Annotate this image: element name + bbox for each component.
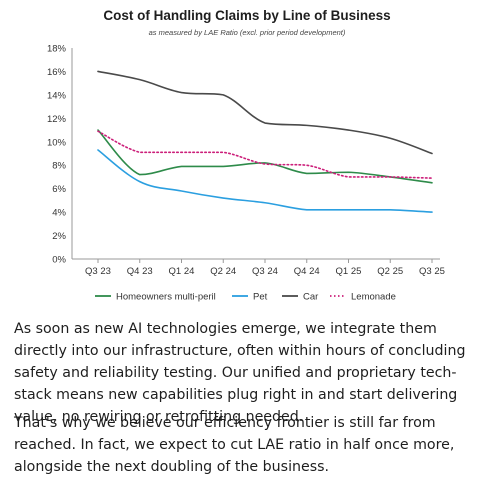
legend: Homeowners multi-peril Pet Car Lemonade	[95, 292, 396, 303]
x-tick-label: Q1 24	[169, 266, 195, 277]
x-tick-label: Q2 24	[210, 266, 236, 277]
y-axis: 0% 2% 4% 6% 8% 10% 12% 14% 16% 18%	[47, 44, 73, 266]
y-tick-label: 6%	[52, 184, 66, 195]
x-tick-label: Q3 23	[85, 266, 111, 277]
y-tick-label: 18%	[47, 44, 67, 55]
x-tick-label: Q4 23	[127, 266, 153, 277]
y-tick-label: 8%	[52, 161, 66, 172]
x-tick-label: Q4 24	[294, 266, 320, 277]
x-tick-label: Q2 25	[377, 266, 403, 277]
x-tick-label: Q1 25	[336, 266, 362, 277]
lae-ratio-chart: Cost of Handling Claims by Line of Busin…	[47, 8, 445, 303]
series-line-lemonade	[97, 130, 433, 179]
y-tick-label: 12%	[47, 114, 67, 125]
series-line-homeowners-multi-peril	[97, 129, 433, 184]
y-tick-label: 4%	[52, 208, 66, 219]
x-tick-label: Q3 24	[252, 266, 278, 277]
x-axis: Q3 23 Q4 23 Q1 24 Q2 24 Q3 24 Q4 24 Q1 25 Q2 25…	[72, 258, 445, 277]
body-paragraph-2: That's why we believe our efficiency fro…	[14, 415, 455, 475]
legend-label: Lemonade	[351, 292, 396, 303]
series-line-car	[97, 70, 433, 155]
y-tick-label: 0%	[52, 255, 66, 266]
y-tick-label: 10%	[47, 137, 67, 148]
y-tick-label: 14%	[47, 90, 67, 101]
series-line-pet	[97, 149, 433, 213]
chart-title: Cost of Handling Claims by Line of Busin…	[103, 8, 390, 23]
body-paragraph-1: As soon as new AI technologies emerge, w…	[14, 321, 466, 425]
y-tick-label: 16%	[47, 67, 67, 78]
chart-subtitle: as measured by LAE Ratio (excl. prior pe…	[149, 28, 346, 37]
x-tick-label: Q3 25	[419, 266, 445, 277]
legend-label: Car	[303, 292, 318, 303]
legend-label: Homeowners multi-peril	[116, 292, 216, 303]
legend-label: Pet	[253, 292, 268, 303]
series-lines	[97, 70, 433, 213]
y-tick-label: 2%	[52, 231, 66, 242]
